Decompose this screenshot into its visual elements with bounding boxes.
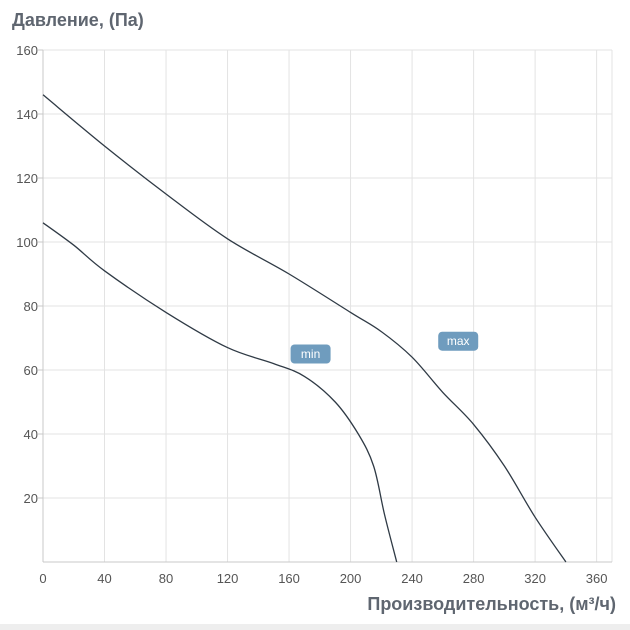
x-tick-label: 200	[340, 571, 362, 586]
y-axis-title: Давление, (Па)	[12, 10, 144, 30]
series-label-max: max	[438, 331, 479, 351]
label-tag-background	[438, 331, 479, 351]
series-line-max	[42, 94, 567, 563]
y-tick-label: 100	[16, 235, 38, 250]
annotations: min max	[290, 331, 479, 364]
x-tick-label: 120	[217, 571, 239, 586]
label-tag-text: max	[447, 334, 470, 348]
grid	[43, 49, 613, 562]
y-tick-label: 40	[24, 427, 38, 442]
label-tag-background	[290, 344, 331, 364]
y-tick-labels: 20 40 60 80 100 120 140 160	[16, 43, 38, 506]
series-line-min	[42, 222, 398, 563]
y-tick-label: 80	[24, 299, 38, 314]
y-tick-label: 60	[24, 363, 38, 378]
axes	[38, 49, 612, 563]
y-tick-label: 120	[16, 171, 38, 186]
label-tag-text: min	[301, 347, 320, 361]
x-tick-label: 80	[159, 571, 173, 586]
x-tick-label: 320	[524, 571, 546, 586]
series-label-min: min	[290, 344, 331, 364]
x-tick-label: 240	[401, 571, 423, 586]
x-tick-label: 360	[586, 571, 608, 586]
x-tick-label: 160	[278, 571, 300, 586]
x-tick-labels: 0 40 80 120 160 200 240 280 320 360	[39, 571, 607, 586]
bottom-band	[0, 624, 630, 630]
y-tick-label: 140	[16, 107, 38, 122]
x-axis-title: Производительность, (м³/ч)	[367, 594, 616, 614]
y-tick-label: 20	[24, 491, 38, 506]
x-tick-label: 0	[39, 571, 46, 586]
series	[42, 94, 567, 563]
x-tick-label: 280	[463, 571, 485, 586]
y-tick-label: 160	[16, 43, 38, 58]
x-tick-label: 40	[97, 571, 111, 586]
